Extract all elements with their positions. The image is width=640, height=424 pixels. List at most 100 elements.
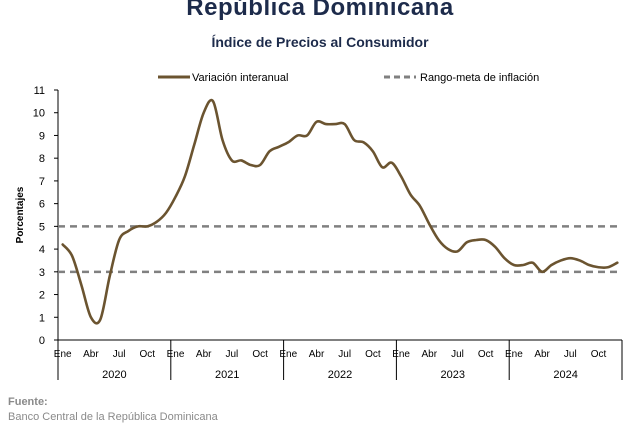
- y-tick-label: 10: [33, 108, 45, 120]
- x-year-label: 2022: [328, 369, 352, 381]
- x-tick-label: Ene: [279, 349, 297, 360]
- data-point: [100, 319, 102, 321]
- y-tick-label: 6: [39, 199, 45, 211]
- data-point: [363, 141, 365, 143]
- data-point: [137, 226, 139, 228]
- data-point: [579, 260, 581, 262]
- y-axis: 0 1 2 3 4 5 6 7 8 9 10 11: [33, 85, 59, 347]
- data-point: [222, 139, 224, 141]
- data-point: [466, 241, 468, 243]
- data-point: [194, 144, 196, 146]
- data-point: [90, 316, 92, 318]
- x-year-label: 2021: [215, 369, 239, 381]
- x-tick-label: Jul: [338, 349, 351, 360]
- x-tick-label: Abr: [196, 349, 212, 360]
- x-tick-label: Oct: [140, 349, 156, 360]
- data-point: [203, 112, 205, 114]
- x-tick-label: Ene: [167, 349, 185, 360]
- y-tick-label: 0: [39, 335, 45, 347]
- y-tick-label: 4: [39, 244, 45, 256]
- x-year-label: 2020: [102, 369, 126, 381]
- data-point: [62, 244, 64, 246]
- data-point: [344, 123, 346, 125]
- data-point: [250, 164, 252, 166]
- y-axis-label: Porcentajes: [15, 186, 26, 243]
- chart-legend: Variación interanual Rango-meta de infla…: [158, 72, 539, 84]
- x-tick-label: Oct: [478, 349, 494, 360]
- data-point: [297, 135, 299, 137]
- data-point: [325, 123, 327, 125]
- data-point: [598, 266, 600, 268]
- data-point: [400, 176, 402, 178]
- y-tick-label: 1: [39, 312, 45, 324]
- x-tick-label: Ene: [392, 349, 410, 360]
- data-point: [588, 264, 590, 266]
- data-point: [410, 194, 412, 196]
- data-point: [259, 164, 261, 166]
- data-point: [175, 196, 177, 198]
- source-label: Fuente:: [8, 396, 48, 408]
- data-point: [316, 121, 318, 123]
- inflation-series-line: [61, 98, 619, 325]
- data-point: [165, 212, 167, 214]
- x-year-label: 2024: [553, 369, 577, 381]
- y-tick-label: 11: [34, 85, 45, 97]
- data-point: [447, 248, 449, 250]
- data-point: [513, 264, 515, 266]
- x-year-label: 2023: [441, 369, 465, 381]
- data-point: [560, 260, 562, 262]
- data-point: [372, 151, 374, 153]
- data-point: [494, 246, 496, 248]
- data-point: [71, 255, 73, 257]
- x-tick-label: Ene: [505, 349, 523, 360]
- inflation-chart: Variación interanual Rango-meta de infla…: [15, 72, 623, 381]
- x-tick-label: Abr: [534, 349, 550, 360]
- x-tick-label: Oct: [252, 349, 268, 360]
- data-point: [147, 226, 149, 228]
- data-point: [288, 141, 290, 143]
- x-tick-label: Jul: [113, 349, 126, 360]
- data-point: [241, 160, 243, 162]
- data-point: [476, 239, 478, 241]
- data-point: [617, 262, 619, 264]
- data-point: [156, 221, 158, 223]
- data-point: [541, 271, 543, 273]
- data-point: [570, 257, 572, 259]
- x-tick-label: Oct: [365, 349, 381, 360]
- x-axis: Ene Abr Jul Oct 2020 Ene Abr Jul Oct 2021 Ene Abr Ju…: [54, 339, 623, 381]
- data-point: [607, 266, 609, 268]
- data-point: [382, 166, 384, 168]
- series-lines: [61, 98, 619, 325]
- data-point: [551, 264, 553, 266]
- data-point: [335, 123, 337, 125]
- source-text: Banco Central de la República Dominicana: [8, 411, 218, 423]
- x-tick-label: Abr: [422, 349, 438, 360]
- data-point: [231, 160, 233, 162]
- page-title: República Dominicana: [186, 0, 454, 21]
- data-point: [429, 223, 431, 225]
- legend-label-target: Rango-meta de inflación: [420, 72, 539, 84]
- y-tick-label: 3: [39, 267, 45, 279]
- chart-subtitle: Índice de Precios al Consumidor: [211, 34, 429, 50]
- x-tick-label: Jul: [564, 349, 577, 360]
- data-point: [128, 230, 130, 232]
- x-tick-label: Jul: [451, 349, 464, 360]
- data-point: [81, 285, 83, 287]
- x-tick-label: Abr: [83, 349, 99, 360]
- y-tick-label: 5: [39, 221, 45, 233]
- y-tick-label: 7: [39, 176, 45, 188]
- data-point: [532, 262, 534, 264]
- y-tick-label: 9: [39, 130, 45, 142]
- data-point: [118, 239, 120, 241]
- legend-label-series: Variación interanual: [192, 72, 288, 84]
- data-point: [438, 239, 440, 241]
- data-point: [523, 264, 525, 266]
- x-tick-label: Oct: [591, 349, 607, 360]
- data-point: [485, 239, 487, 241]
- data-point: [391, 162, 393, 164]
- data-point: [212, 101, 214, 103]
- y-tick-label: 2: [39, 290, 45, 302]
- y-tick-label: 8: [39, 153, 45, 165]
- data-point: [109, 276, 111, 278]
- x-tick-label: Abr: [309, 349, 325, 360]
